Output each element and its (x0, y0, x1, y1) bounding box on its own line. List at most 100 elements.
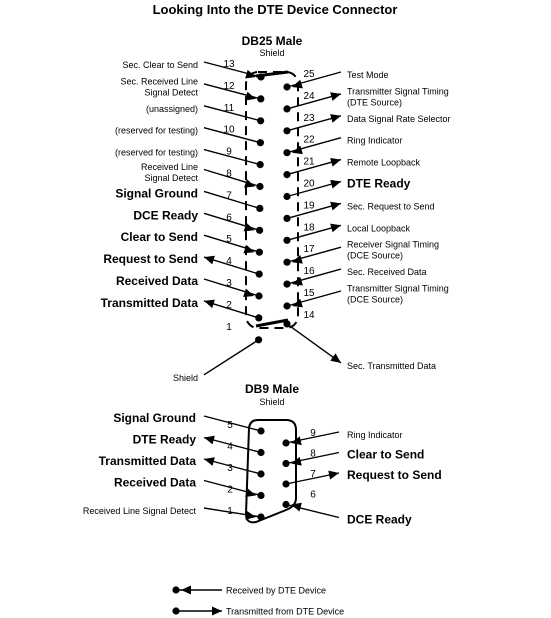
db25-pin-18-arrow-out-icon (330, 223, 341, 233)
db25-pin-11-label: (unassigned) (146, 104, 198, 114)
db25-pin-8-label: Signal Detect (144, 173, 198, 183)
db25-pin-5-label: Clear to Send (121, 230, 198, 244)
db9-pin-9-label: Ring Indicator (347, 430, 403, 440)
db25-pin-13-number: 13 (223, 59, 235, 70)
db25-pin-17-label: Receiver Signal Timing (347, 240, 439, 250)
db25-pin-15-arrow-in-icon (292, 298, 303, 308)
db9-pin-3-number: 3 (227, 463, 233, 474)
legend-arrow-out-icon (212, 606, 222, 616)
db9-pin-7-arrow-out-icon (328, 470, 339, 480)
db25-pin-13-arrow-in-icon (245, 69, 256, 79)
db25-pin-3-number: 3 (226, 278, 232, 289)
db25-pin-15-number: 15 (303, 288, 315, 299)
db25-pin-13-label: Sec. Clear to Send (122, 60, 198, 70)
db25-pin-16-label: Sec. Received Data (347, 267, 427, 277)
db25-pin-10-label: (reserved for testing) (115, 126, 198, 136)
db25-pin-1-label: Shield (173, 373, 198, 383)
db25-pin-20-number: 20 (303, 179, 315, 190)
db25-pin-25-number: 25 (303, 69, 315, 80)
db9-pin-2-arrow-in-icon (245, 488, 256, 498)
db25-pin-11-leader (203, 105, 261, 122)
db9-pin-4-arrow-out-icon (204, 435, 215, 445)
db25-pin-23-label: Data Signal Rate Selector (347, 114, 451, 124)
db25-pin-11-number: 11 (224, 103, 235, 114)
db25-pin-25-label: Test Mode (347, 70, 389, 80)
db25-pin-19-number: 19 (303, 200, 315, 211)
db25-pin-17-arrow-in-icon (292, 254, 303, 264)
db25-pin-12-arrow-in-icon (244, 91, 256, 101)
db25-pin-22-label: Ring Indicator (347, 136, 403, 146)
db9-pin-4-number: 4 (227, 442, 233, 453)
db25-pin-9-label: (reserved for testing) (115, 148, 198, 158)
db25-shell-bottom (255, 318, 289, 328)
db25-pin-4-number: 4 (226, 256, 232, 267)
db25-pin-7-label: Signal Ground (115, 186, 198, 200)
db25-pin-21-label: Remote Loopback (347, 158, 421, 168)
db9-heading: DB9 Male (245, 382, 299, 396)
db25-pin-21-number: 21 (303, 157, 315, 168)
db25-pin-15-label: Transmitter Signal Timing (347, 284, 449, 294)
db25-pin-14-leader (286, 323, 342, 364)
db25-pin-12-number: 12 (223, 81, 235, 92)
legend-in-label: Received by DTE Device (226, 586, 326, 596)
db25-pin-19-arrow-out-icon (330, 201, 341, 211)
db25-pin-6-arrow-in-icon (243, 222, 255, 232)
db25-pin-2-number: 2 (226, 300, 232, 311)
legend-layer: Received by DTE Device Transmitted from D… (172, 585, 344, 617)
db25-pin-14-number: 14 (303, 310, 315, 321)
db25-pin-18-label: Local Loopback (347, 223, 411, 233)
db25-pin-22-arrow-in-icon (292, 145, 303, 155)
db25-pin-9-number: 9 (226, 147, 232, 158)
db25-pin-19-label: Sec. Request to Send (347, 201, 435, 211)
db25-pin-20-label: DTE Ready (347, 177, 411, 191)
db9-pin-6-number: 6 (310, 490, 316, 501)
db25-pin-5-number: 5 (226, 234, 232, 245)
db25-pin-4-arrow-out-icon (204, 255, 215, 265)
db25-pin-17-number: 17 (303, 244, 315, 255)
db25-pin-7-number: 7 (226, 190, 232, 201)
db9-connector-shell (244, 419, 297, 524)
db25-pin-24-label: Transmitter Signal Timing (347, 86, 449, 96)
db25-pin-24-arrow-out-icon (330, 92, 341, 101)
db9-pin-3-label: Transmitted Data (99, 454, 197, 468)
db25-pin-8-label: Received Line (141, 162, 198, 172)
db9-pin-1-label: Received Line Signal Detect (83, 506, 197, 516)
db9-pin-7-label: Request to Send (347, 468, 442, 482)
legend-arrow-in-icon (181, 585, 191, 595)
db25-pin-7-leader (203, 190, 261, 210)
db25-pin-16-number: 16 (303, 266, 315, 277)
db9-pin-2-label: Received Data (114, 476, 196, 490)
db9-pin-8-arrow-in-icon (291, 456, 302, 466)
db25-pin-9-leader (203, 148, 261, 166)
db25-pin-3-label: Received Data (116, 274, 198, 288)
db9-pin-6-label: DCE Ready (347, 513, 412, 527)
db9-pin-3-arrow-out-icon (204, 457, 215, 466)
db25-pin-10-number: 10 (223, 125, 235, 136)
db9-shield-label: Shield (259, 397, 284, 407)
db25-pin-5-arrow-in-icon (243, 244, 255, 254)
db25-pin-24-label: (DTE Source) (347, 97, 402, 107)
db9-pin-5-leader (203, 415, 262, 432)
db25-pin-17-label: (DCE Source) (347, 251, 403, 261)
db9-pin-7-number: 7 (310, 469, 316, 480)
db25-pin-25-arrow-in-icon (292, 79, 303, 89)
db9-pin-4-label: DTE Ready (133, 433, 197, 447)
db9-pin-9-number: 9 (310, 428, 316, 439)
db25-pin-2-arrow-out-icon (204, 299, 215, 309)
db25-shield-label: Shield (259, 48, 284, 58)
db25-pin-12-label: Signal Detect (144, 87, 198, 97)
db9-pin-1-arrow-in-icon (245, 510, 256, 520)
db25-pin-14-arrow-out-icon (330, 353, 341, 363)
db9-pin-6-arrow-in-icon (291, 502, 302, 512)
db25-pin-21-arrow-out-icon (330, 157, 341, 167)
db25-pin-6-number: 6 (226, 212, 232, 223)
db9-pin-2-number: 2 (227, 485, 233, 496)
db25-pin-4-label: Request to Send (103, 252, 198, 266)
db25-pin-8-arrow-in-icon (244, 179, 255, 188)
db25-pin-10-leader (203, 127, 261, 144)
db9-pin-5-label: Signal Ground (113, 411, 196, 425)
db25-pin-24-number: 24 (303, 91, 315, 102)
db9-pin-9-arrow-in-icon (291, 436, 302, 446)
db25-pin-1-leader (203, 339, 259, 376)
